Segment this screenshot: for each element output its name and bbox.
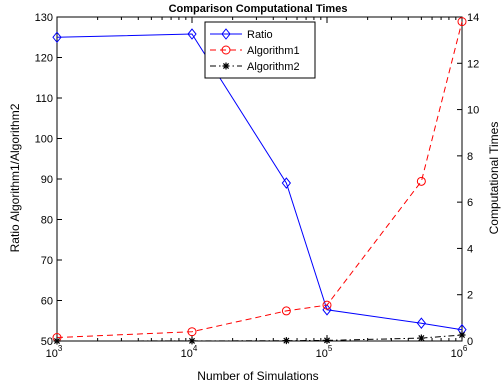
left-y-tick-label: 80 (41, 215, 53, 227)
right-y-tick-label: 2 (467, 290, 473, 302)
series-line-algorithm1 (56, 21, 463, 338)
left-y-tick-label: 60 (41, 296, 53, 308)
data-point-ratio (281, 177, 292, 189)
data-point-algorithm2 (458, 331, 466, 339)
left-y-tick-label: 50 (41, 336, 53, 348)
left-y-tick-label: 120 (35, 53, 53, 65)
legend-item-algorithm1: Algorithm1 (210, 45, 300, 57)
right-y-axis-label: Computational Times (487, 122, 501, 235)
x-tick-mantissa: 10 (46, 348, 58, 360)
data-point-algorithm1 (416, 176, 426, 186)
x-tick-mantissa: 10 (181, 348, 193, 360)
right-y-tick-label: 14 (467, 12, 479, 24)
data-point-algorithm2 (417, 334, 425, 342)
right-y-tick-label: 10 (467, 105, 479, 117)
legend-label: Ratio (247, 29, 273, 41)
right-y-tick-label: 4 (467, 243, 473, 255)
legend-label: Algorithm2 (247, 61, 300, 73)
legend-marker (221, 45, 231, 55)
legend: Ratio Algorithm1 Algorithm2 (204, 21, 316, 79)
legend-marker (222, 62, 230, 70)
x-tick-exponent: 5 (328, 344, 333, 353)
right-y-tick-label: 8 (467, 151, 473, 163)
data-point-algorithm1 (281, 306, 291, 316)
x-tick-exponent: 4 (193, 344, 198, 353)
data-point-ratio (416, 317, 427, 329)
legend-item-algorithm2: Algorithm2 (210, 61, 300, 73)
x-tick-exponent: 6 (463, 344, 468, 353)
data-point-algorithm1 (187, 327, 197, 337)
left-y-tick-label: 130 (35, 12, 53, 24)
data-point-algorithm2 (323, 336, 331, 344)
series-layer (52, 17, 467, 345)
right-y-tick-label: 0 (467, 336, 473, 348)
x-tick-label: 104 (181, 344, 198, 360)
left-y-axis: 50 60 70 80 90 100 110 120 130 (35, 12, 62, 348)
data-point-ratio (52, 31, 62, 44)
chart-title: Comparison Computational Times (169, 3, 348, 15)
x-tick-label: 103 (46, 344, 63, 360)
data-point-algorithm2 (282, 337, 290, 345)
left-y-tick-label: 110 (35, 93, 53, 105)
data-point-algorithm1 (457, 17, 467, 27)
right-y-tick-label: 12 (467, 58, 479, 70)
data-point-ratio (187, 28, 197, 40)
x-axis: 103 104 105 106 (46, 17, 468, 360)
legend-label: Algorithm1 (247, 45, 300, 57)
left-y-tick-label: 100 (35, 134, 53, 146)
legend-item-ratio: Ratio (210, 28, 273, 41)
left-y-axis-label: Ratio Algorithm1/Algorithm2 (8, 103, 22, 252)
right-y-axis: 0 2 4 6 8 10 12 14 (457, 12, 479, 348)
series-line-ratio (56, 33, 463, 331)
x-tick-label: 105 (316, 344, 333, 360)
series-algorithm1 (52, 17, 467, 343)
legend-marker (221, 28, 231, 40)
x-tick-exponent: 3 (58, 344, 63, 353)
x-tick-label: 106 (451, 344, 468, 360)
series-line-algorithm2 (56, 334, 463, 342)
left-y-tick-label: 90 (41, 174, 53, 186)
series-algorithm2 (53, 331, 466, 345)
x-tick-mantissa: 10 (316, 348, 328, 360)
x-tick-mantissa: 10 (451, 348, 463, 360)
right-y-tick-label: 6 (467, 197, 473, 209)
data-point-algorithm1 (322, 300, 332, 310)
left-y-tick-label: 70 (41, 255, 53, 267)
data-point-algorithm2 (53, 337, 61, 345)
data-point-algorithm2 (188, 337, 196, 345)
x-axis-label: Number of Simulations (197, 369, 318, 383)
